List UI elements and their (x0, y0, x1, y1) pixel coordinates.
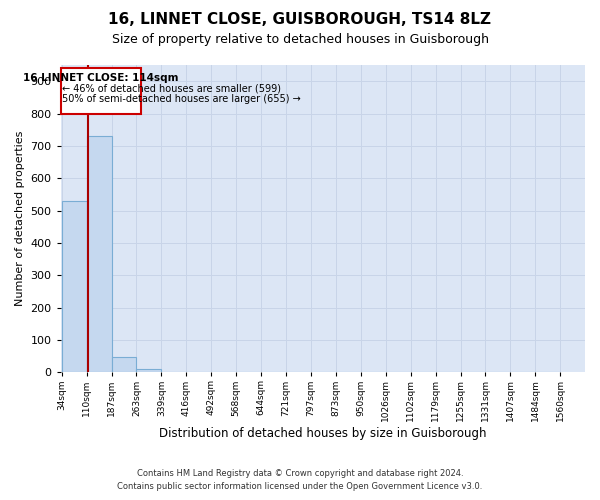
Text: 16, LINNET CLOSE, GUISBOROUGH, TS14 8LZ: 16, LINNET CLOSE, GUISBOROUGH, TS14 8LZ (109, 12, 491, 28)
Bar (136, 369, 161, 372)
Bar (62, 201, 86, 372)
Text: Size of property relative to detached houses in Guisborough: Size of property relative to detached ho… (112, 32, 488, 46)
Text: 16 LINNET CLOSE: 114sqm: 16 LINNET CLOSE: 114sqm (23, 73, 179, 83)
Text: 50% of semi-detached houses are larger (655) →: 50% of semi-detached houses are larger (… (62, 94, 301, 104)
Y-axis label: Number of detached properties: Number of detached properties (15, 131, 25, 306)
Bar (86, 136, 112, 372)
X-axis label: Distribution of detached houses by size in Guisborough: Distribution of detached houses by size … (159, 427, 487, 440)
Bar (112, 357, 136, 372)
FancyBboxPatch shape (61, 68, 142, 114)
Text: ← 46% of detached houses are smaller (599): ← 46% of detached houses are smaller (59… (62, 84, 281, 94)
Text: Contains HM Land Registry data © Crown copyright and database right 2024.
Contai: Contains HM Land Registry data © Crown c… (118, 470, 482, 491)
